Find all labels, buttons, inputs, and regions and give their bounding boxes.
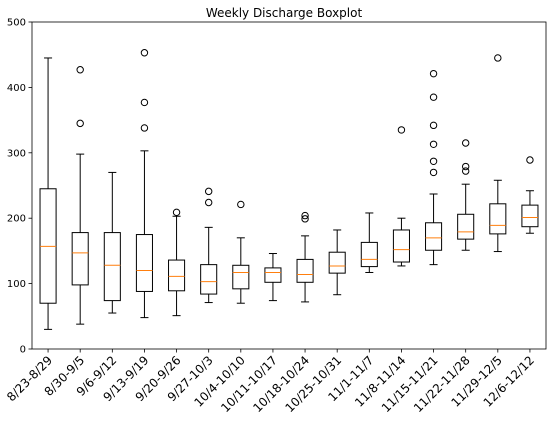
outlier-point: [237, 200, 245, 209]
x-tick-label: 8/23-8/29: [4, 353, 55, 404]
x-axis: 8/23-8/298/30-9/59/6-9/129/13-9/199/20-9…: [4, 349, 537, 415]
outlier-point: [76, 66, 84, 74]
outlier-point: [397, 126, 406, 134]
outlier-point: [429, 168, 438, 177]
outlier-point: [429, 93, 438, 101]
outlier-point: [172, 208, 181, 217]
outlier-point: [301, 215, 309, 223]
box-group: [39, 57, 57, 330]
box-body: [392, 229, 410, 263]
box-group: [360, 212, 378, 273]
outlier-point: [204, 187, 213, 196]
box-group: [135, 49, 153, 319]
y-tick-label: 300: [7, 148, 26, 159]
box-group: [264, 253, 282, 302]
box-body: [425, 222, 443, 251]
y-tick-label: 400: [7, 83, 26, 94]
chart-title: Weekly Discharge Boxplot: [206, 6, 363, 20]
box-body: [135, 234, 153, 292]
box-series: [39, 49, 539, 330]
box-body: [360, 241, 378, 268]
box-group: [425, 69, 443, 266]
outlier-point: [429, 140, 438, 148]
outlier-point: [204, 198, 213, 207]
box-group: [71, 66, 89, 325]
y-tick-label: 0: [20, 345, 26, 356]
outlier-point: [140, 49, 149, 57]
box-body: [328, 251, 346, 274]
plot-frame: [31, 21, 547, 350]
outlier-point: [526, 156, 534, 164]
box-body: [200, 264, 218, 295]
outlier-point: [140, 98, 149, 107]
box-body: [489, 203, 507, 235]
box-body: [168, 259, 186, 292]
y-axis: 0 100 200 300 400 500: [7, 18, 32, 356]
outlier-point: [429, 69, 438, 78]
outlier-point: [461, 167, 470, 175]
box-body: [296, 258, 314, 283]
box-group: [328, 229, 346, 296]
box-body: [71, 232, 89, 286]
y-tick-label: 100: [7, 279, 26, 290]
box-group: [521, 156, 539, 234]
outlier-point: [140, 124, 149, 132]
outlier-point: [76, 119, 84, 128]
box-group: [392, 126, 410, 267]
box-body: [521, 204, 539, 228]
box-body: [457, 213, 475, 240]
box-group: [489, 54, 507, 253]
box-body: [103, 232, 121, 302]
box-body: [264, 267, 282, 283]
box-group: [200, 187, 218, 304]
outlier-point: [494, 54, 502, 62]
box-group: [103, 171, 121, 314]
outlier-point: [461, 162, 470, 171]
outlier-point: [429, 157, 438, 166]
y-tick-label: 500: [7, 18, 26, 29]
outlier-point: [461, 139, 470, 147]
outlier-point: [429, 121, 438, 130]
box-group: [457, 139, 475, 251]
box-group: [168, 208, 186, 317]
box-body: [232, 264, 250, 290]
box-group: [296, 211, 314, 303]
y-tick-label: 200: [7, 214, 26, 225]
outlier-point: [301, 211, 309, 220]
box-group: [232, 200, 250, 304]
